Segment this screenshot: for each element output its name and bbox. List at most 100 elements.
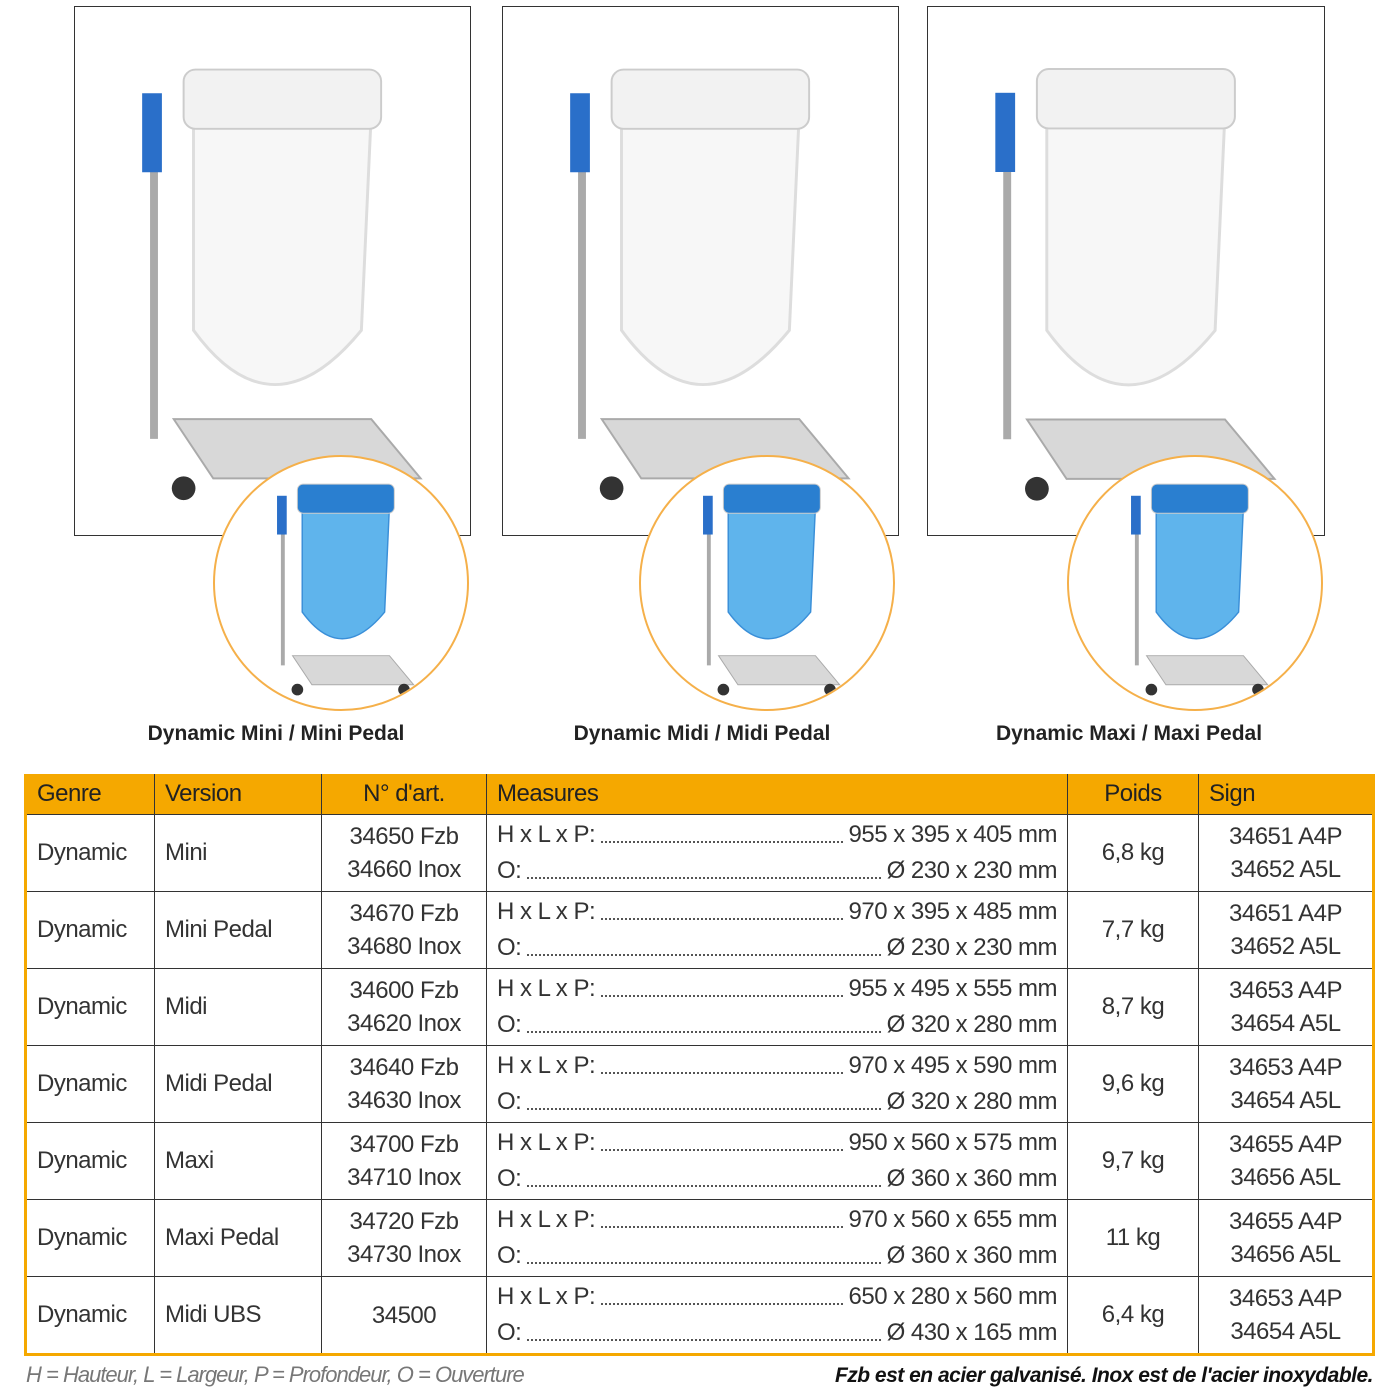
table-row: Dynamic Mini Pedal 34670 Fzb 34680 Inox H… [25,891,1374,969]
cell-measures: H x L x P: 955 x 395 x 405 mm O: Ø 230 x 2… [486,814,1068,892]
article-number: 34700 Fzb [349,1131,459,1158]
product-caption-midi: Dynamic Midi / Midi Pedal [573,722,831,745]
dotted-leader [527,1185,881,1187]
header-sign: Sign [1198,774,1374,815]
blue-bag-cart-icon [277,483,415,696]
cell-poids: 6,4 kg [1067,1276,1199,1355]
table-row: Dynamic Midi UBS 34500 H x L x P: 650 x 2… [25,1276,1374,1355]
o-label: O: [497,1242,522,1269]
hlp-label: H x L x P: [497,1283,596,1310]
header-art: N° d'art. [321,774,487,815]
hlp-label: H x L x P: [497,1206,596,1233]
measure-hlp: H x L x P: 950 x 560 x 575 mm [497,1125,1058,1161]
hlp-value: 970 x 395 x 485 mm [848,898,1058,925]
sign-number: 34653 A4P [1229,1054,1342,1081]
dotted-leader [601,1149,843,1151]
cell-measures: H x L x P: 970 x 560 x 655 mm O: Ø 360 x 3… [486,1199,1068,1277]
o-label: O: [497,1319,522,1346]
cell-measures: H x L x P: 970 x 495 x 590 mm O: Ø 320 x 2… [486,1045,1068,1123]
cell-genre: Dynamic [25,1045,155,1123]
cell-version: Midi UBS [154,1276,322,1355]
cell-version: Midi [154,968,322,1046]
bag-cart-icon [142,68,423,501]
cell-measures: H x L x P: 950 x 560 x 575 mm O: Ø 360 x 3… [486,1122,1068,1200]
cell-version: Maxi [154,1122,322,1200]
cell-poids: 9,6 kg [1067,1045,1199,1123]
o-label: O: [497,1011,522,1038]
hlp-label: H x L x P: [497,898,596,925]
cell-art: 34720 Fzb 34730 Inox [321,1199,487,1277]
product-photo-maxi [927,6,1325,536]
article-number: 34660 Inox [347,856,461,883]
footer-legend: H = Hauteur, L = Largeur, P = Profondeur… [26,1362,525,1387]
o-label: O: [497,1088,522,1115]
cell-poids: 8,7 kg [1067,968,1199,1046]
hlp-label: H x L x P: [497,975,596,1002]
sign-number: 34654 A5L [1230,1010,1341,1037]
cell-poids: 11 kg [1067,1199,1199,1277]
sign-number: 34653 A4P [1229,977,1342,1004]
dotted-leader [601,1226,843,1228]
cell-sign: 34653 A4P 34654 A5L [1198,1276,1374,1355]
cell-art: 34500 [321,1276,487,1355]
header-measures: Measures [486,774,1068,815]
product-caption-mini: Dynamic Mini / Mini Pedal [147,722,405,745]
sign-number: 34653 A4P [1229,1285,1342,1312]
cell-sign: 34655 A4P 34656 A5L [1198,1122,1374,1200]
sign-number: 34652 A5L [1230,856,1341,883]
hlp-value: 955 x 495 x 555 mm [848,975,1058,1002]
article-number: 34710 Inox [347,1164,461,1191]
o-label: O: [497,857,522,884]
measure-hlp: H x L x P: 970 x 495 x 590 mm [497,1048,1058,1084]
product-caption-maxi: Dynamic Maxi / Maxi Pedal [995,722,1263,745]
dotted-leader [527,877,881,879]
table-row: Dynamic Mini 34650 Fzb 34660 Inox H x L x… [25,814,1374,892]
dotted-leader [527,1031,881,1033]
cell-measures: H x L x P: 970 x 395 x 485 mm O: Ø 230 x 2… [486,891,1068,969]
sign-number: 34655 A4P [1229,1131,1342,1158]
cell-sign: 34653 A4P 34654 A5L [1198,968,1374,1046]
hlp-value: 950 x 560 x 575 mm [848,1129,1058,1156]
measure-opening: O: Ø 360 x 360 mm [497,1161,1058,1197]
dotted-leader [601,841,843,843]
cell-genre: Dynamic [25,1276,155,1355]
table-row: Dynamic Midi 34600 Fzb 34620 Inox H x L x… [25,968,1374,1046]
article-number: 34630 Inox [347,1087,461,1114]
cell-art: 34700 Fzb 34710 Inox [321,1122,487,1200]
table-header-row: Genre Version N° d'art. Measures Poids S… [25,774,1374,815]
article-number: 34680 Inox [347,933,461,960]
cell-version: Mini [154,814,322,892]
bag-cart-icon [570,68,851,501]
dotted-leader [527,954,881,956]
measure-opening: O: Ø 320 x 280 mm [497,1084,1058,1120]
measure-opening: O: Ø 360 x 360 mm [497,1238,1058,1274]
cell-sign: 34655 A4P 34656 A5L [1198,1199,1374,1277]
cell-art: 34670 Fzb 34680 Inox [321,891,487,969]
table-row: Dynamic Midi Pedal 34640 Fzb 34630 Inox H… [25,1045,1374,1123]
sign-number: 34654 A5L [1230,1087,1341,1114]
sign-number: 34651 A4P [1229,900,1342,927]
cell-genre: Dynamic [25,814,155,892]
dotted-leader [527,1262,881,1264]
table-row: Dynamic Maxi 34700 Fzb 34710 Inox H x L x… [25,1122,1374,1200]
sign-number: 34654 A5L [1230,1318,1341,1345]
o-value: Ø 230 x 230 mm [886,934,1058,961]
article-number: 34620 Inox [347,1010,461,1037]
pedal-photo-midi [639,455,895,711]
cell-measures: H x L x P: 650 x 280 x 560 mm O: Ø 430 x 1… [486,1276,1068,1355]
header-version: Version [154,774,322,815]
spec-table: Genre Version N° d'art. Measures Poids S… [24,774,1375,1356]
cell-version: Midi Pedal [154,1045,322,1123]
article-number: 34600 Fzb [349,977,459,1004]
cell-art: 34650 Fzb 34660 Inox [321,814,487,892]
sign-number: 34656 A5L [1230,1164,1341,1191]
article-number: 34650 Fzb [349,823,459,850]
dotted-leader [527,1108,881,1110]
blue-bag-cart-icon [1131,483,1269,696]
pedal-photo-mini [213,455,469,711]
header-poids: Poids [1067,774,1199,815]
cell-sign: 34651 A4P 34652 A5L [1198,814,1374,892]
hlp-value: 650 x 280 x 560 mm [848,1283,1058,1310]
o-label: O: [497,934,522,961]
dotted-leader [601,1303,843,1305]
